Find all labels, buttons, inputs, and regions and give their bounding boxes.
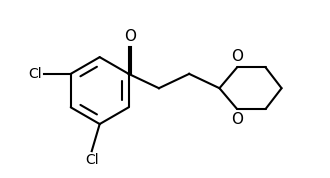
Text: O: O xyxy=(231,49,243,64)
Text: O: O xyxy=(231,112,243,127)
Text: Cl: Cl xyxy=(29,67,42,81)
Text: O: O xyxy=(124,29,136,44)
Text: Cl: Cl xyxy=(85,153,99,167)
